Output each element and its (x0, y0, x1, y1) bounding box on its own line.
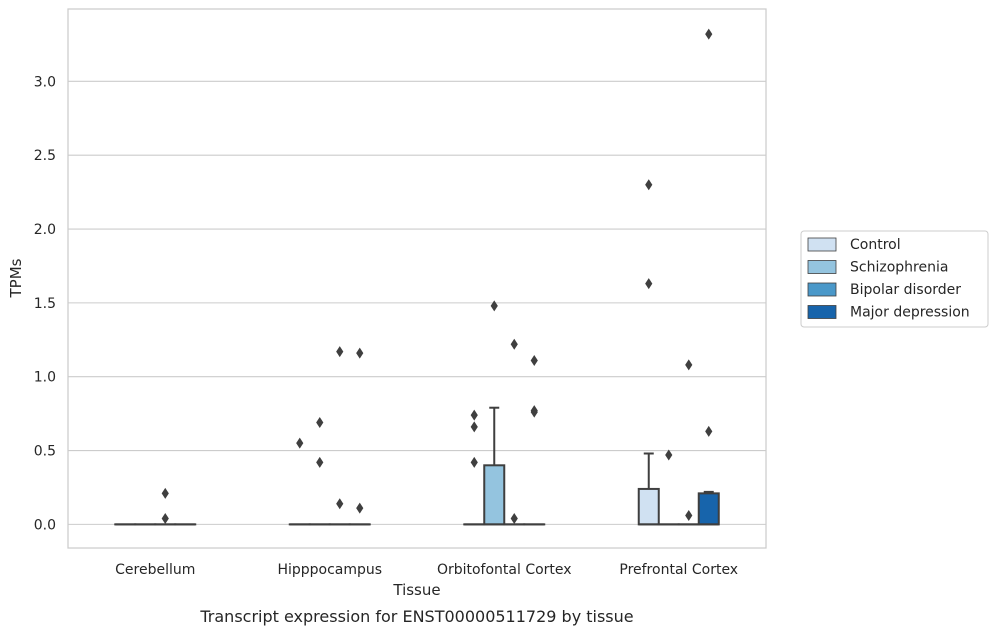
y-tick-label: 3.0 (34, 74, 56, 90)
x-tick-label: Prefrontal Cortex (619, 562, 738, 578)
legend-label: Schizophrenia (850, 260, 948, 276)
chart-caption: Transcript expression for ENST0000051172… (199, 607, 633, 626)
outlier-point (510, 338, 518, 350)
x-tick-label: Cerebellum (115, 562, 195, 578)
y-tick-labels: 0.0 0.5 1.0 1.5 2.0 2.5 3.0 (34, 74, 56, 533)
box-group (637, 452, 660, 526)
outlier-point (316, 456, 324, 468)
outlier-point (685, 359, 693, 371)
x-tick-label: Orbitofontal Cortex (437, 562, 572, 578)
outlier-point (510, 512, 518, 524)
outlier-point (470, 409, 478, 421)
outlier-point (356, 502, 364, 514)
outlier-point (645, 179, 653, 191)
outlier-point (296, 437, 304, 449)
box (637, 487, 660, 526)
y-tick-label: 2.0 (34, 222, 56, 238)
legend-swatch (807, 237, 837, 252)
outlier-point (705, 425, 713, 437)
outlier-point (490, 300, 498, 312)
box (483, 464, 506, 526)
y-tick-label: 0.5 (34, 444, 56, 460)
x-axis-label: Tissue (392, 581, 440, 599)
legend-frame (800, 230, 989, 328)
outlier-point (685, 510, 693, 522)
outlier-point (161, 487, 169, 499)
x-tick-label: Hipppocampus (277, 562, 382, 578)
plot-frame (67, 8, 767, 549)
x-tick-labels: Cerebellum Hipppocampus Orbitofontal Corte… (115, 562, 738, 578)
outlier-point (316, 416, 324, 428)
outlier-point (336, 346, 344, 358)
y-tick-label: 1.5 (34, 296, 56, 312)
outlier-point (161, 512, 169, 524)
legend-label: Bipolar disorder (850, 282, 961, 298)
outlier-point (470, 421, 478, 433)
y-tick-label: 2.5 (34, 148, 56, 164)
legend-label: Major depression (850, 305, 970, 321)
y-tick-label: 0.0 (34, 517, 56, 533)
legend-swatch (807, 260, 837, 274)
outlier-point (530, 406, 538, 418)
y-axis-label: TPMs (7, 258, 25, 298)
outlier-point (665, 449, 673, 461)
legend-swatch (807, 282, 837, 297)
outlier-point (705, 28, 713, 40)
box-plots (114, 406, 720, 526)
outlier-point (530, 354, 538, 366)
outlier-point (336, 498, 344, 510)
y-tick-label: 1.0 (34, 370, 56, 386)
box (697, 492, 720, 526)
legend-label: Control (850, 237, 901, 253)
box-group (483, 406, 506, 526)
box-group (697, 490, 720, 526)
outlier-point (470, 456, 478, 468)
legend-swatch (807, 305, 837, 319)
outlier-points (161, 28, 713, 524)
outlier-point (645, 278, 653, 290)
outlier-point (356, 347, 364, 359)
legend: Control Schizophrenia Bipolar disorder Majo… (800, 230, 989, 328)
